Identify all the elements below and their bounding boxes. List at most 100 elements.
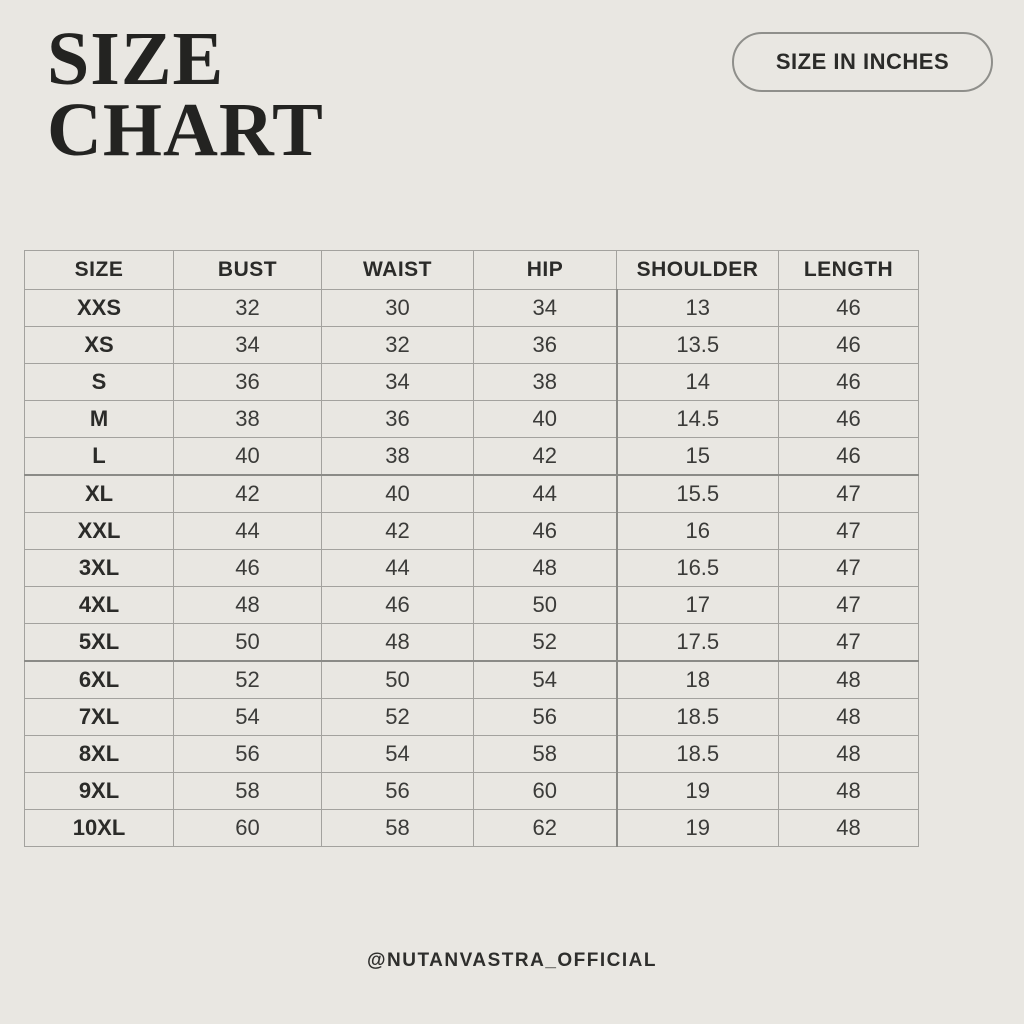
measurement-cell: 54 <box>173 698 322 736</box>
table-row: 8XL 56 54 58 18.5 48 <box>24 735 919 773</box>
measurement-cell: 42 <box>321 512 474 550</box>
measurement-cell: 56 <box>173 735 322 773</box>
column-header-length: LENGTH <box>778 250 919 290</box>
measurement-cell: 44 <box>473 474 617 513</box>
measurement-cell: 15 <box>615 437 779 476</box>
measurement-cell: 50 <box>473 586 617 624</box>
table-row: 9XL 58 56 60 19 48 <box>24 772 919 810</box>
size-unit-badge-label: SIZE IN INCHES <box>775 49 950 74</box>
size-label-cell: 10XL <box>24 809 174 847</box>
table-row: S 36 34 38 14 46 <box>24 363 919 401</box>
measurement-cell: 13 <box>615 289 779 327</box>
measurement-cell: 17.5 <box>615 623 779 662</box>
measurement-cell: 30 <box>321 289 474 327</box>
size-label-cell: 6XL <box>24 660 174 699</box>
measurement-cell: 48 <box>778 735 919 773</box>
size-label-cell: 7XL <box>24 698 174 736</box>
measurement-cell: 38 <box>173 400 322 438</box>
measurement-cell: 19 <box>615 809 779 847</box>
column-header-bust: BUST <box>173 250 322 290</box>
size-label-cell: M <box>24 400 174 438</box>
measurement-cell: 48 <box>778 772 919 810</box>
table-row: XXL 44 42 46 16 47 <box>24 512 919 550</box>
measurement-cell: 15.5 <box>615 474 779 513</box>
measurement-cell: 52 <box>473 623 617 662</box>
measurement-cell: 50 <box>321 660 474 699</box>
measurement-cell: 42 <box>473 437 617 476</box>
measurement-cell: 36 <box>473 326 617 364</box>
size-label-cell: L <box>24 437 174 476</box>
column-header-size: SIZE <box>24 250 174 290</box>
measurement-cell: 18.5 <box>615 698 779 736</box>
table-header-row: SIZE BUST WAIST HIP SHOULDER LENGTH <box>24 250 919 290</box>
measurement-cell: 52 <box>321 698 474 736</box>
table-row: L 40 38 42 15 46 <box>24 437 919 476</box>
size-label-cell: 8XL <box>24 735 174 773</box>
measurement-cell: 40 <box>321 474 474 513</box>
measurement-cell: 48 <box>321 623 474 662</box>
measurement-cell: 58 <box>173 772 322 810</box>
size-label-cell: XXL <box>24 512 174 550</box>
measurement-cell: 58 <box>321 809 474 847</box>
table-row: M 38 36 40 14.5 46 <box>24 400 919 438</box>
measurement-cell: 46 <box>778 289 919 327</box>
measurement-cell: 46 <box>778 437 919 476</box>
measurement-cell: 36 <box>321 400 474 438</box>
measurement-cell: 48 <box>778 698 919 736</box>
measurement-cell: 48 <box>473 549 617 587</box>
measurement-cell: 19 <box>615 772 779 810</box>
measurement-cell: 16.5 <box>615 549 779 587</box>
table-row: 6XL 52 50 54 18 48 <box>24 660 919 699</box>
measurement-cell: 50 <box>173 623 322 662</box>
measurement-cell: 62 <box>473 809 617 847</box>
page-title-line1: SIZE <box>47 17 225 101</box>
measurement-cell: 46 <box>778 400 919 438</box>
size-chart-table: SIZE BUST WAIST HIP SHOULDER LENGTH XXS 32 30 34… <box>24 250 919 847</box>
table-row: 4XL 48 46 50 17 47 <box>24 586 919 624</box>
measurement-cell: 46 <box>321 586 474 624</box>
measurement-cell: 54 <box>473 660 617 699</box>
size-label-cell: XXS <box>24 289 174 327</box>
measurement-cell: 32 <box>321 326 474 364</box>
measurement-cell: 13.5 <box>615 326 779 364</box>
measurement-cell: 14 <box>615 363 779 401</box>
column-header-waist: WAIST <box>321 250 474 290</box>
measurement-cell: 34 <box>173 326 322 364</box>
table-row: XL 42 40 44 15.5 47 <box>24 474 919 513</box>
measurement-cell: 18 <box>615 660 779 699</box>
measurement-cell: 36 <box>173 363 322 401</box>
size-label-cell: XS <box>24 326 174 364</box>
table-row: 10XL 60 58 62 19 48 <box>24 809 919 847</box>
table-row: XS 34 32 36 13.5 46 <box>24 326 919 364</box>
measurement-cell: 48 <box>173 586 322 624</box>
table-row: 5XL 50 48 52 17.5 47 <box>24 623 919 662</box>
measurement-cell: 47 <box>778 474 919 513</box>
size-label-cell: 5XL <box>24 623 174 662</box>
measurement-cell: 44 <box>321 549 474 587</box>
table-row: 7XL 54 52 56 18.5 48 <box>24 698 919 736</box>
size-label-cell: 9XL <box>24 772 174 810</box>
table-row: XXS 32 30 34 13 46 <box>24 289 919 327</box>
measurement-cell: 46 <box>473 512 617 550</box>
measurement-cell: 48 <box>778 809 919 847</box>
measurement-cell: 47 <box>778 549 919 587</box>
measurement-cell: 34 <box>321 363 474 401</box>
social-handle: @NUTANVASTRA_OFFICIAL <box>367 950 657 971</box>
measurement-cell: 40 <box>473 400 617 438</box>
measurement-cell: 18.5 <box>615 735 779 773</box>
size-table-body: XXS 32 30 34 13 46 XS 34 32 36 13.5 46 S 36 34 38 14 46 M 3… <box>24 289 919 847</box>
table-row: 3XL 46 44 48 16.5 47 <box>24 549 919 587</box>
size-label-cell: 4XL <box>24 586 174 624</box>
measurement-cell: 38 <box>473 363 617 401</box>
measurement-cell: 56 <box>473 698 617 736</box>
page-title-line2: CHART <box>47 88 324 172</box>
measurement-cell: 56 <box>321 772 474 810</box>
measurement-cell: 17 <box>615 586 779 624</box>
measurement-cell: 14.5 <box>615 400 779 438</box>
size-label-cell: XL <box>24 474 174 513</box>
measurement-cell: 46 <box>173 549 322 587</box>
measurement-cell: 58 <box>473 735 617 773</box>
column-header-hip: HIP <box>473 250 617 290</box>
measurement-cell: 32 <box>173 289 322 327</box>
page-title: SIZE CHART <box>47 17 324 172</box>
